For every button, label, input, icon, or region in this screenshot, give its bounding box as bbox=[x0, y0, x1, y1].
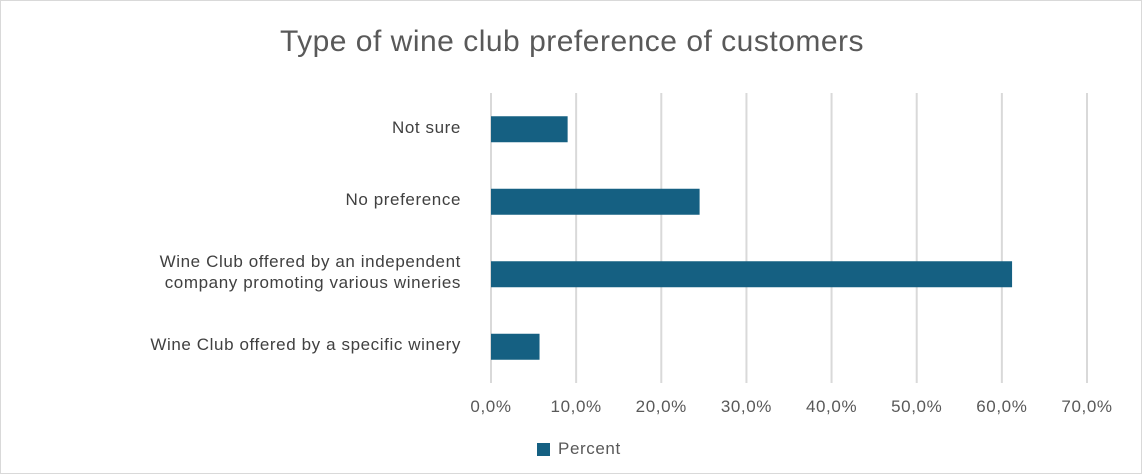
bar bbox=[491, 116, 568, 143]
category-label-line: Wine Club offered by an independent bbox=[159, 252, 461, 272]
category-label: Wine Club offered by a specific winery bbox=[150, 334, 461, 355]
legend: Percent bbox=[537, 439, 621, 459]
x-tick-label: 0,0% bbox=[470, 397, 512, 416]
category-label: Wine Club offered by an independent compa… bbox=[160, 251, 461, 293]
category-label-line: Wine Club offered by a specific winery bbox=[150, 335, 461, 355]
x-tick-label: 10,0% bbox=[550, 397, 602, 416]
category-label-line: company promoting various wineries bbox=[164, 273, 461, 293]
category-label-line: Not sure bbox=[391, 117, 461, 137]
x-tick-label: 70,0% bbox=[1061, 397, 1113, 416]
category-label-line: No preference bbox=[345, 190, 461, 210]
x-tick-label: 60,0% bbox=[976, 397, 1028, 416]
bar bbox=[491, 333, 540, 360]
bar bbox=[491, 261, 1013, 288]
x-tick-label: 30,0% bbox=[720, 397, 773, 416]
legend-label: Percent bbox=[558, 439, 621, 458]
legend-swatch bbox=[537, 442, 550, 456]
bar bbox=[491, 188, 700, 215]
x-tick-label: 40,0% bbox=[805, 397, 858, 416]
category-label: Not sure bbox=[392, 117, 461, 138]
chart-title: Type of wine club preference of customer… bbox=[279, 25, 865, 58]
x-tick-label: 20,0% bbox=[635, 397, 687, 416]
x-tick-label: 50,0% bbox=[891, 397, 943, 416]
category-label: No preference bbox=[345, 189, 461, 210]
